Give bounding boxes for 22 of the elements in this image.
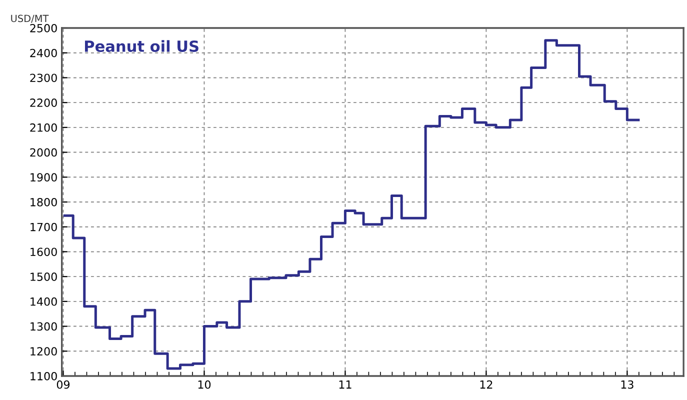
x-tick-label: 12 bbox=[480, 380, 492, 389]
y-tick-label: 1500 bbox=[30, 272, 57, 281]
y-tick-label: 2200 bbox=[30, 98, 57, 107]
y-tick-label: 2100 bbox=[30, 123, 57, 132]
y-tick-label: 2400 bbox=[30, 48, 57, 58]
x-tick-label: 10 bbox=[198, 380, 211, 389]
y-tick-label: 1100 bbox=[30, 372, 57, 380]
x-tick-label: 09 bbox=[56, 380, 70, 389]
y-tick-label: 2500 bbox=[30, 24, 57, 32]
y-axis-title: USD/MT bbox=[11, 14, 49, 23]
y-tick-label: 1600 bbox=[30, 248, 57, 256]
y-tick-label: 1700 bbox=[30, 222, 57, 232]
y-tick-label: 1800 bbox=[30, 198, 57, 206]
x-tick-label: 11 bbox=[339, 380, 352, 389]
y-tick-label: 2300 bbox=[30, 74, 57, 82]
y-tick-label: 1900 bbox=[30, 173, 57, 182]
y-tick-label: 1200 bbox=[30, 347, 57, 356]
x-tick-label: 13 bbox=[621, 380, 634, 389]
text: Peanut oil US bbox=[84, 40, 198, 52]
y-tick-label: 1300 bbox=[30, 322, 57, 331]
y-tick-label: 1400 bbox=[30, 297, 57, 306]
y-tick-label: 2000 bbox=[30, 148, 57, 157]
